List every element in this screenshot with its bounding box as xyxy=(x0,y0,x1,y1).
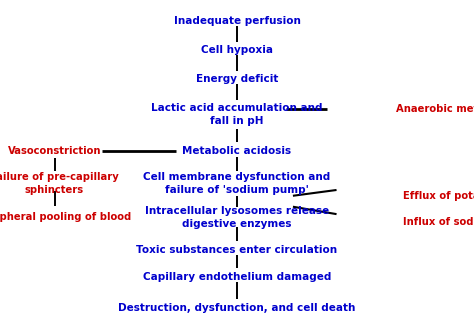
Text: Destruction, dysfunction, and cell death: Destruction, dysfunction, and cell death xyxy=(118,302,356,313)
Text: Energy deficit: Energy deficit xyxy=(196,74,278,84)
Text: Toxic substances enter circulation: Toxic substances enter circulation xyxy=(137,244,337,255)
Text: Peripheral pooling of blood: Peripheral pooling of blood xyxy=(0,212,132,223)
Text: Vasoconstriction: Vasoconstriction xyxy=(8,146,101,156)
Text: Anaerobic metabolism: Anaerobic metabolism xyxy=(396,104,474,115)
Text: Intracellular lysosomes release
digestive enzymes: Intracellular lysosomes release digestiv… xyxy=(145,206,329,229)
Text: Metabolic acidosis: Metabolic acidosis xyxy=(182,146,292,156)
Text: Capillary endothelium damaged: Capillary endothelium damaged xyxy=(143,272,331,282)
Text: Cell membrane dysfunction and
failure of 'sodium pump': Cell membrane dysfunction and failure of… xyxy=(143,172,331,195)
Text: Cell hypoxia: Cell hypoxia xyxy=(201,45,273,55)
Text: Failure of pre-capillary
sphincters: Failure of pre-capillary sphincters xyxy=(0,172,119,195)
Text: Inadequate perfusion: Inadequate perfusion xyxy=(173,16,301,26)
Text: Efflux of potassium: Efflux of potassium xyxy=(403,191,474,202)
Text: Influx of sodium and water: Influx of sodium and water xyxy=(403,217,474,227)
Text: Lactic acid accumulation and
fall in pH: Lactic acid accumulation and fall in pH xyxy=(151,103,323,126)
